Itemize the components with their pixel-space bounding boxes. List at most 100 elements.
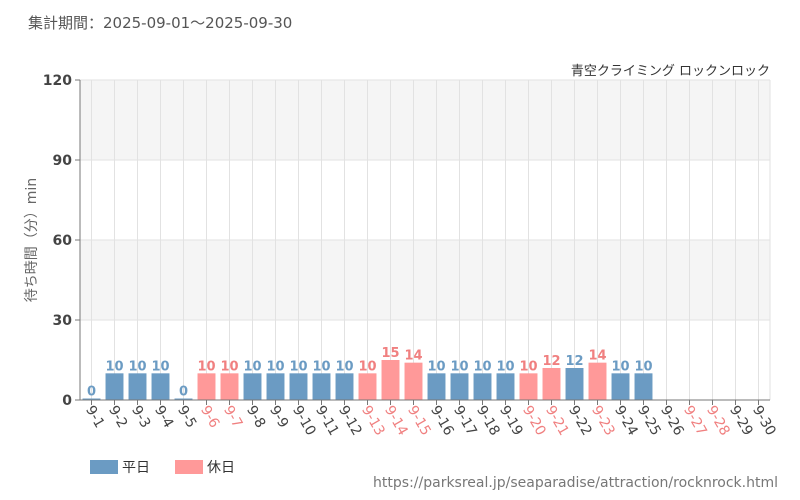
data-label-9-14: 15 <box>381 346 399 361</box>
x-tick-label-9-24: 9-24 <box>611 403 641 439</box>
x-tick-label-9-1: 9-1 <box>82 403 107 431</box>
x-tick-label-9-3: 9-3 <box>128 403 153 431</box>
bar-9-19 <box>496 373 515 400</box>
y-tick-label: 60 <box>53 233 73 249</box>
x-tick-label-9-29: 9-29 <box>726 403 756 439</box>
bar-9-6 <box>197 373 216 400</box>
bar-9-8 <box>243 373 262 400</box>
data-label-9-21: 12 <box>542 354 560 369</box>
data-label-9-20: 10 <box>519 359 537 374</box>
x-tick-label-9-8: 9-8 <box>243 403 268 431</box>
y-axis-label: 待ち時間（分）min <box>24 178 40 302</box>
period-label: 集計期間：2025-09-01～2025-09-30 <box>28 14 292 32</box>
data-labels: 0 10 10 10 0 10 10 10 10 10 10 10 10 15 14 10 10 10 10 10 12… <box>87 346 653 400</box>
source-url: https://parksreal.jp/seaparadise/attract… <box>373 475 778 491</box>
bar-9-23 <box>588 362 607 400</box>
bar-9-2 <box>105 373 124 400</box>
x-tick-label-9-17: 9-17 <box>450 403 480 439</box>
x-tick-label-9-19: 9-19 <box>496 403 526 439</box>
bar-9-17 <box>450 373 469 400</box>
x-tick-label-9-30: 9-30 <box>749 403 779 439</box>
bar-9-20 <box>519 373 538 400</box>
background-bands <box>80 80 770 400</box>
x-tick-label-9-10: 9-10 <box>289 403 319 439</box>
data-label-9-16: 10 <box>427 359 445 374</box>
grid-band <box>80 320 770 400</box>
data-label-9-1: 0 <box>87 385 96 400</box>
y-axis-ticks: 0 30 60 90 120 <box>43 73 80 409</box>
data-label-9-2: 10 <box>105 359 123 374</box>
legend: 平日 休日 <box>90 460 235 476</box>
x-tick-label-9-26: 9-26 <box>657 403 687 439</box>
data-label-9-19: 10 <box>496 359 514 374</box>
grid-band <box>80 80 770 160</box>
x-tick-label-9-4: 9-4 <box>151 403 176 431</box>
bar-9-16 <box>427 373 446 400</box>
x-tick-label-9-23: 9-23 <box>588 403 618 439</box>
data-label-9-11: 10 <box>312 359 330 374</box>
x-tick-label-9-28: 9-28 <box>703 403 733 439</box>
bar-9-7 <box>220 373 239 400</box>
data-label-9-15: 14 <box>404 349 422 364</box>
x-tick-label-9-9: 9-9 <box>266 403 291 431</box>
bar-9-18 <box>473 373 492 400</box>
x-tick-label-9-21: 9-21 <box>542 403 572 439</box>
x-tick-label-9-6: 9-6 <box>197 403 222 431</box>
bar-9-11 <box>312 373 331 400</box>
x-tick-label-9-27: 9-27 <box>680 403 710 439</box>
x-tick-label-9-18: 9-18 <box>473 403 503 439</box>
x-tick-label-9-14: 9-14 <box>381 403 411 439</box>
horizontal-gridlines <box>80 79 770 321</box>
x-tick-label-9-7: 9-7 <box>220 403 245 431</box>
bar-9-9 <box>266 373 285 400</box>
bar-9-4 <box>151 373 170 400</box>
bar-9-21 <box>542 368 561 400</box>
data-label-9-5: 0 <box>179 385 188 400</box>
legend-swatch-holiday <box>175 460 203 474</box>
x-tick-label-9-11: 9-11 <box>312 403 342 439</box>
x-axis-ticks: 9-19-29-39-49-59-69-79-89-99-109-119-129… <box>82 400 779 439</box>
x-tick-label-9-22: 9-22 <box>565 403 595 439</box>
data-label-9-13: 10 <box>358 359 376 374</box>
bar-9-22 <box>565 368 584 400</box>
x-tick-label-9-25: 9-25 <box>634 403 664 439</box>
grid-band <box>80 160 770 240</box>
legend-swatch-weekday <box>90 460 118 474</box>
y-tick-label: 0 <box>62 393 72 409</box>
x-tick-label-9-5: 9-5 <box>174 403 199 431</box>
data-label-9-10: 10 <box>289 359 307 374</box>
x-tick-label-9-13: 9-13 <box>358 403 388 439</box>
y-tick-label: 90 <box>53 153 73 169</box>
x-tick-label-9-15: 9-15 <box>404 403 434 439</box>
legend-label-holiday: 休日 <box>207 460 235 476</box>
grid-band <box>80 240 770 320</box>
data-label-9-18: 10 <box>473 359 491 374</box>
x-tick-label-9-2: 9-2 <box>105 403 130 431</box>
bar-9-25 <box>634 373 653 400</box>
y-tick-label: 120 <box>43 73 72 89</box>
data-label-9-7: 10 <box>220 359 238 374</box>
y-tick-label: 30 <box>53 313 73 329</box>
bar-9-13 <box>358 373 377 400</box>
legend-label-weekday: 平日 <box>122 460 150 476</box>
bar-9-14 <box>381 360 400 400</box>
attraction-name: 青空クライミング ロックンロック <box>571 64 770 79</box>
bar-9-12 <box>335 373 354 400</box>
data-label-9-6: 10 <box>197 359 215 374</box>
data-label-9-17: 10 <box>450 359 468 374</box>
data-label-9-3: 10 <box>128 359 146 374</box>
data-label-9-8: 10 <box>243 359 261 374</box>
bar-9-10 <box>289 373 308 400</box>
data-label-9-23: 14 <box>588 349 606 364</box>
data-label-9-25: 10 <box>634 359 652 374</box>
x-tick-label-9-12: 9-12 <box>335 403 365 439</box>
plot-area: 0 10 10 10 0 10 10 10 10 10 10 10 10 15 14 10 10 10 10 10 12… <box>79 79 771 401</box>
data-label-9-12: 10 <box>335 359 353 374</box>
bar-series <box>82 360 653 400</box>
bar-9-1 <box>82 398 101 400</box>
bar-9-24 <box>611 373 630 400</box>
bar-9-5 <box>174 398 193 400</box>
data-label-9-4: 10 <box>151 359 169 374</box>
bar-9-3 <box>128 373 147 400</box>
